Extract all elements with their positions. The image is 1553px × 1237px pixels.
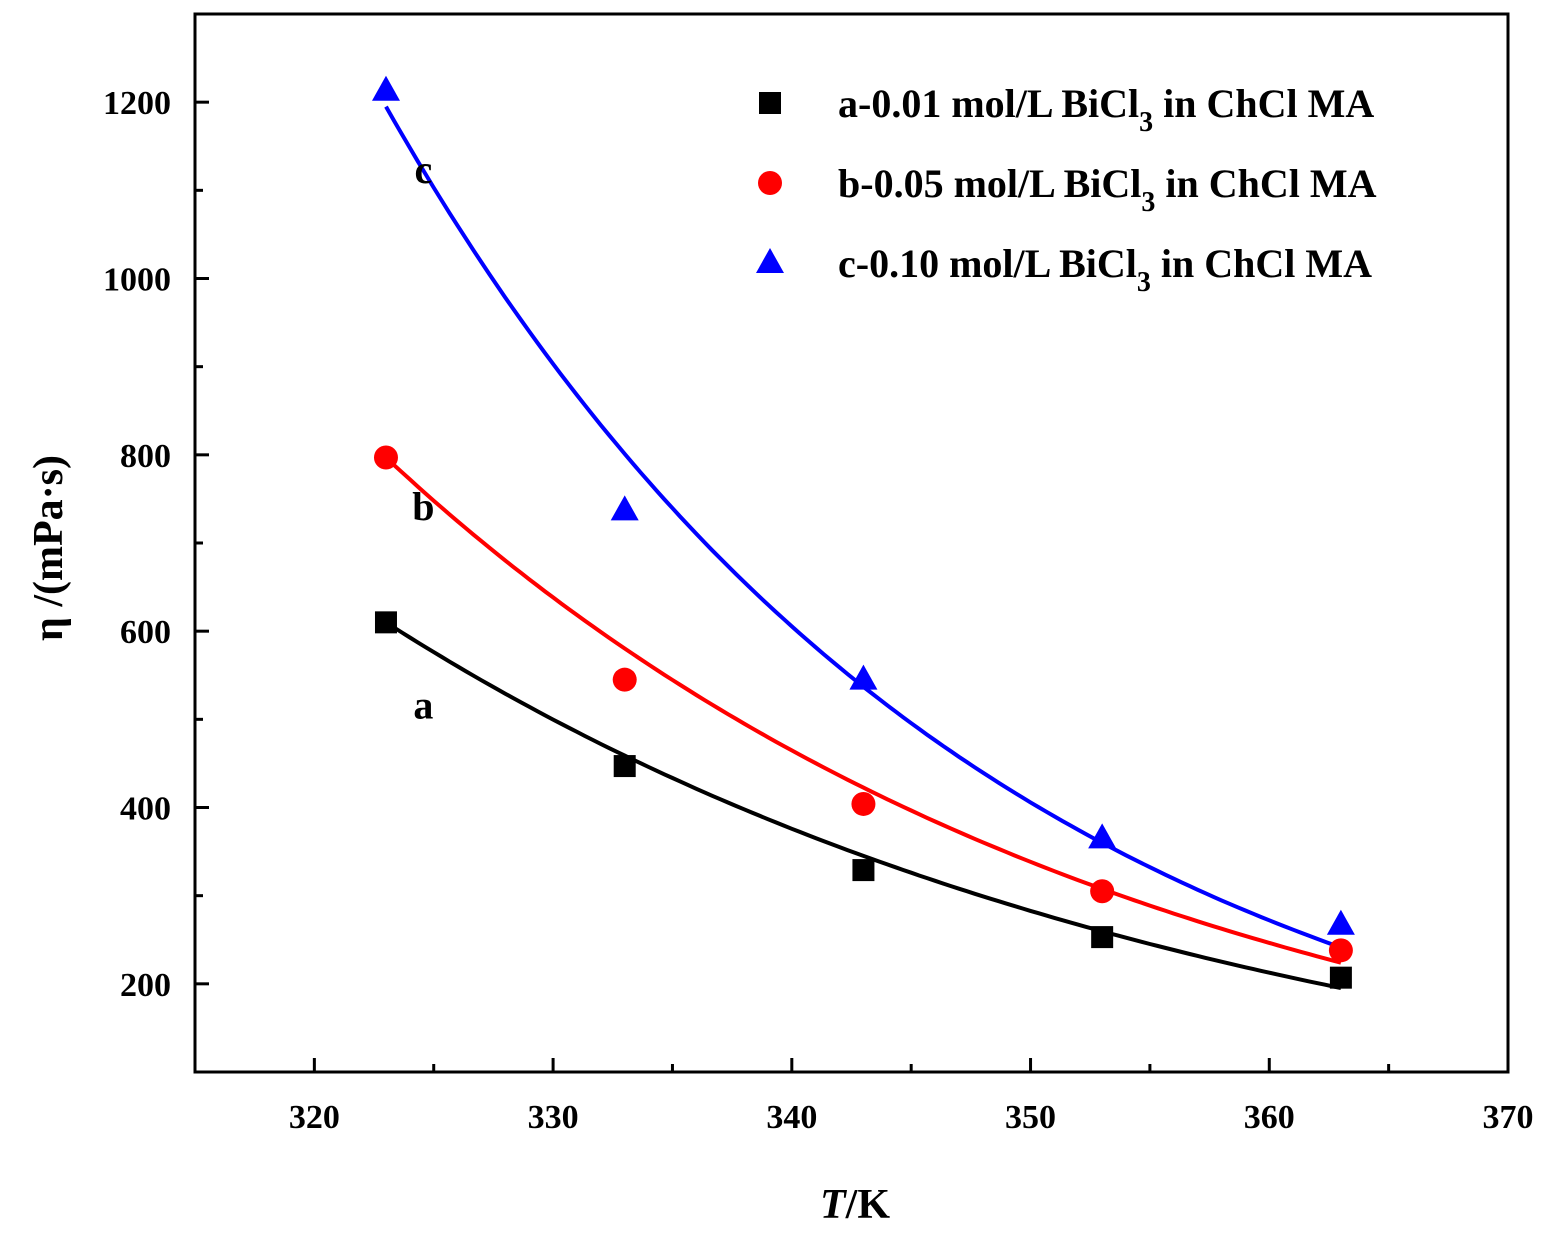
curve-label-b: b <box>412 484 434 529</box>
point-c-323 <box>371 75 400 101</box>
fit-curve-b <box>384 456 1342 965</box>
point-a-353 <box>1091 926 1114 949</box>
fit-curve-c <box>384 105 1342 950</box>
curve-label-c: c <box>414 147 432 192</box>
legend-label-b-suffix: in ChCl MA <box>1155 161 1376 206</box>
y-tick-label-400: 400 <box>120 791 171 828</box>
point-c-343 <box>849 664 878 690</box>
x-tick-label-320: 320 <box>289 1099 340 1136</box>
y-tick-label-200: 200 <box>120 967 171 1004</box>
y-tick-label-1000: 1000 <box>103 262 171 299</box>
legend-label-c-suffix: in ChCl MA <box>1151 241 1372 286</box>
curve-labels: a b c <box>412 147 434 727</box>
fit-curves <box>384 105 1342 990</box>
y-tick-label-600: 600 <box>120 614 171 651</box>
y-axis-ticks: 200 400 600 800 1000 1200 <box>103 85 209 1004</box>
x-axis-ticks: 320 330 340 350 360 370 <box>289 1058 1534 1136</box>
x-tick-label-330: 330 <box>528 1099 579 1136</box>
legend: a-0.01 mol/L BiCl3 in ChCl MAb-0.05 mol/… <box>756 81 1377 298</box>
legend-marker-a <box>759 92 781 114</box>
point-c-353 <box>1088 823 1117 849</box>
y-tick-label-800: 800 <box>120 438 171 475</box>
point-b-343 <box>851 791 876 816</box>
point-b-323 <box>373 445 398 470</box>
legend-marker-b <box>758 171 782 195</box>
legend-label-b-main: b-0.05 mol/L BiCl <box>838 161 1141 206</box>
x-tick-label-350: 350 <box>1005 1099 1056 1136</box>
curve-label-a: a <box>413 682 433 727</box>
legend-label-c: c-0.10 mol/L BiCl3 in ChCl MA <box>838 241 1372 298</box>
x-tick-label-370: 370 <box>1483 1099 1534 1136</box>
x-tick-label-340: 340 <box>766 1099 817 1136</box>
x-axis-title: T/K <box>820 1182 890 1228</box>
x-axis-title-italic: T <box>820 1182 848 1228</box>
y-tick-label-1200: 1200 <box>103 85 171 122</box>
x-axis-title-unit: /K <box>845 1182 891 1228</box>
point-a-363 <box>1329 966 1352 989</box>
data-markers <box>371 75 1355 989</box>
legend-label-c-subscript: 3 <box>1137 267 1151 298</box>
legend-label-b: b-0.05 mol/L BiCl3 in ChCl MA <box>838 161 1377 218</box>
point-b-353 <box>1090 879 1115 904</box>
legend-label-b-subscript: 3 <box>1141 187 1155 218</box>
fit-curve-a <box>384 620 1342 990</box>
point-c-333 <box>610 495 639 521</box>
legend-label-a-subscript: 3 <box>1139 107 1153 138</box>
point-a-323 <box>374 611 397 634</box>
legend-label-a-suffix: in ChCl MA <box>1153 81 1374 126</box>
legend-marker-c <box>756 248 784 273</box>
y-axis-title: η /(mPa·s) <box>26 455 72 641</box>
x-tick-label-360: 360 <box>1244 1099 1295 1136</box>
legend-label-a-main: a-0.01 mol/L BiCl <box>838 81 1139 126</box>
point-b-363 <box>1328 938 1353 963</box>
point-a-333 <box>613 755 636 778</box>
legend-label-a: a-0.01 mol/L BiCl3 in ChCl MA <box>838 81 1374 138</box>
legend-label-c-main: c-0.10 mol/L BiCl <box>838 241 1137 286</box>
point-c-363 <box>1326 909 1355 935</box>
point-a-343 <box>852 859 875 882</box>
point-b-333 <box>612 667 637 692</box>
